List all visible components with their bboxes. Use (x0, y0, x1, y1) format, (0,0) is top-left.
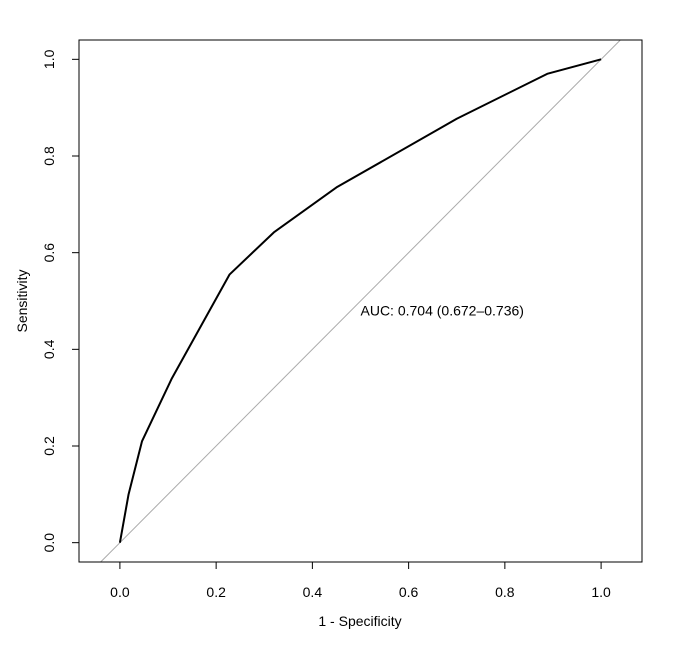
x-tick-label: 0.6 (399, 584, 419, 600)
x-axis-title: 1 - Specificity (318, 613, 401, 629)
reference-diagonal-line (100, 40, 621, 562)
x-tick-label: 0.4 (303, 584, 323, 600)
auc-annotation: AUC: 0.704 (0.672–0.736) (361, 303, 524, 319)
x-tick-label: 1.0 (591, 584, 611, 600)
y-tick-label: 0.2 (41, 436, 57, 456)
x-axis: 0.0 0.2 0.4 0.6 0.8 1.0 (110, 561, 611, 600)
x-tick-label: 0.2 (206, 584, 226, 600)
y-tick-label: 0.6 (41, 243, 57, 263)
y-axis: 0.0 0.2 0.4 0.6 0.8 1.0 (41, 49, 80, 553)
y-axis-title: Sensitivity (14, 269, 30, 332)
y-tick-label: 1.0 (41, 49, 57, 69)
x-tick-label: 0.8 (495, 584, 515, 600)
y-tick-label: 0.8 (41, 146, 57, 166)
y-tick-label: 0.4 (41, 339, 57, 359)
x-tick-label: 0.0 (110, 584, 130, 600)
y-tick-label: 0.0 (41, 533, 57, 553)
roc-curve-line (118, 58, 602, 543)
